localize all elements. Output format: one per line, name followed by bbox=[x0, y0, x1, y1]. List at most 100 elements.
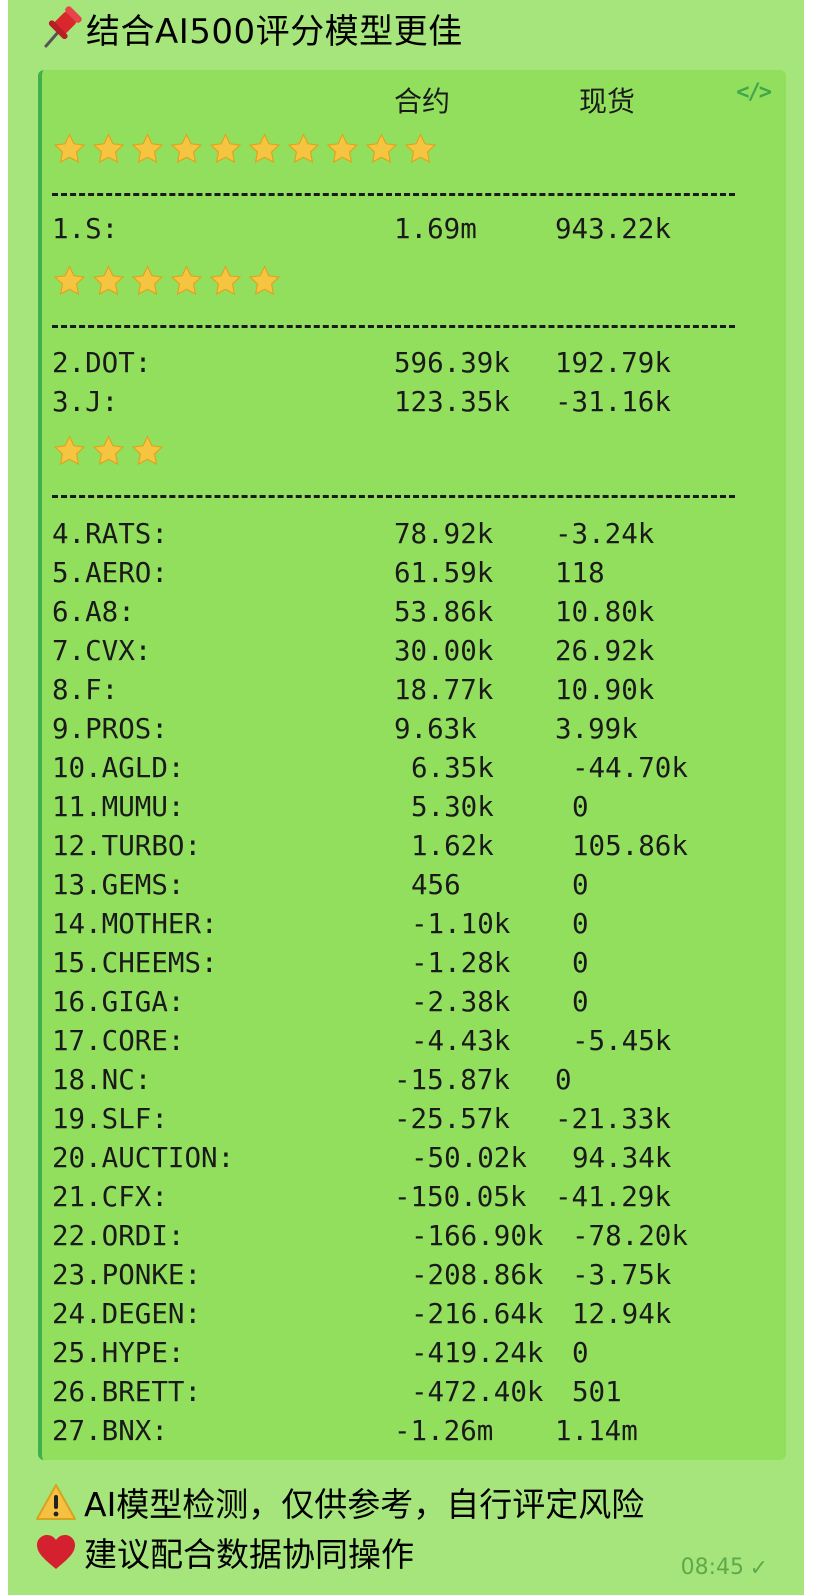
token-name: 19.SLF: bbox=[52, 1103, 168, 1135]
column-header-row: 合约 现货 bbox=[0, 80, 796, 120]
token-name: 6.A8: bbox=[52, 596, 135, 628]
pushpin-icon bbox=[38, 6, 84, 50]
futures-value: -419.24k bbox=[411, 1337, 544, 1369]
read-check-icon: ✓ bbox=[749, 1556, 768, 1581]
spot-value: -78.20k bbox=[572, 1220, 688, 1252]
token-name: 21.CFX: bbox=[52, 1181, 168, 1213]
spot-value: 10.90k bbox=[555, 674, 655, 706]
spot-value: 0 bbox=[572, 947, 589, 979]
token-name: 12.TURBO: bbox=[52, 830, 202, 862]
spot-value: 0 bbox=[572, 869, 589, 901]
star-icon bbox=[404, 133, 437, 164]
futures-value: 78.92k bbox=[394, 518, 494, 550]
star-rating bbox=[52, 264, 282, 298]
token-name: 18.NC: bbox=[52, 1064, 152, 1096]
star-icon bbox=[209, 265, 242, 296]
token-row: 19.SLF: -25.57k -21.33k bbox=[52, 1103, 752, 1141]
futures-value: -50.02k bbox=[411, 1142, 527, 1174]
spot-value: 105.86k bbox=[572, 830, 688, 862]
message-bubble[interactable]: 结合AI500评分模型更佳 </> 合约 现货 1.S: 1.69m 943.22k 2.… bbox=[8, 0, 804, 1595]
token-name: 11.MUMU: bbox=[52, 791, 185, 823]
futures-value: -150.05k bbox=[394, 1181, 527, 1213]
token-name: 7.CVX: bbox=[52, 635, 152, 667]
dashed-separator bbox=[52, 193, 735, 196]
spot-value: -3.24k bbox=[555, 518, 655, 550]
token-row: 7.CVX: 30.00k 26.92k bbox=[52, 635, 752, 673]
futures-value: -216.64k bbox=[411, 1298, 544, 1330]
star-icon bbox=[92, 435, 125, 466]
futures-value: 456 bbox=[411, 869, 461, 901]
token-name: 17.CORE: bbox=[52, 1025, 185, 1057]
token-name: 10.AGLD: bbox=[52, 752, 185, 784]
message-title: 结合AI500评分模型更佳 bbox=[38, 6, 463, 52]
futures-value: 30.00k bbox=[394, 635, 494, 667]
futures-value: 18.77k bbox=[394, 674, 494, 706]
token-row: 12.TURBO: 1.62k 105.86k bbox=[52, 830, 752, 868]
futures-value: -1.28k bbox=[411, 947, 511, 979]
token-name: 2.DOT: bbox=[52, 347, 152, 379]
token-row: 23.PONKE: -208.86k -3.75k bbox=[52, 1259, 752, 1297]
futures-value: -208.86k bbox=[411, 1259, 544, 1291]
spot-value: 10.80k bbox=[555, 596, 655, 628]
spot-value: 3.99k bbox=[555, 713, 638, 745]
spot-value: -31.16k bbox=[555, 386, 671, 418]
futures-value: -1.10k bbox=[411, 908, 511, 940]
futures-value: 1.69m bbox=[394, 213, 477, 245]
spot-value: 0 bbox=[555, 1064, 572, 1096]
token-row: 10.AGLD: 6.35k -44.70k bbox=[52, 752, 752, 790]
spot-value: 943.22k bbox=[555, 213, 671, 245]
token-row: 24.DEGEN: -216.64k 12.94k bbox=[52, 1298, 752, 1336]
star-icon bbox=[170, 133, 203, 164]
token-row: 22.ORDI: -166.90k -78.20k bbox=[52, 1220, 752, 1258]
star-icon bbox=[209, 133, 242, 164]
spot-value: 0 bbox=[572, 908, 589, 940]
star-icon bbox=[53, 133, 86, 164]
token-name: 23.PONKE: bbox=[52, 1259, 202, 1291]
footer-text: 建议配合数据协同操作 bbox=[84, 1535, 414, 1574]
footer-line: AI模型检测，仅供参考，自行评定风险 bbox=[34, 1478, 644, 1526]
dashed-separator bbox=[52, 325, 735, 328]
spot-value: -5.45k bbox=[572, 1025, 672, 1057]
token-row: 25.HYPE: -419.24k 0 bbox=[52, 1337, 752, 1375]
token-row: 16.GIGA: -2.38k 0 bbox=[52, 986, 752, 1024]
token-row: 13.GEMS: 456 0 bbox=[52, 869, 752, 907]
spot-value: 0 bbox=[572, 986, 589, 1018]
futures-value: -166.90k bbox=[411, 1220, 544, 1252]
token-row: 8.F: 18.77k 10.90k bbox=[52, 674, 752, 712]
token-name: 9.PROS: bbox=[52, 713, 168, 745]
code-block[interactable]: </> bbox=[38, 70, 786, 1460]
dashed-separator bbox=[52, 495, 735, 498]
warning-icon bbox=[36, 1484, 76, 1520]
token-name: 16.GIGA: bbox=[52, 986, 185, 1018]
token-name: 26.BRETT: bbox=[52, 1376, 202, 1408]
heart-icon bbox=[37, 1535, 75, 1569]
star-icon bbox=[131, 265, 164, 296]
token-row: 1.S: 1.69m 943.22k bbox=[52, 213, 752, 251]
token-row: 15.CHEEMS: -1.28k 0 bbox=[52, 947, 752, 985]
futures-value: 123.35k bbox=[394, 386, 510, 418]
token-row: 14.MOTHER: -1.10k 0 bbox=[52, 908, 752, 946]
futures-value: -25.57k bbox=[394, 1103, 510, 1135]
token-row: 4.RATS: 78.92k -3.24k bbox=[52, 518, 752, 556]
futures-value: -1.26m bbox=[394, 1415, 494, 1447]
star-icon bbox=[365, 133, 398, 164]
code-copy-icon[interactable]: </> bbox=[736, 80, 772, 105]
spot-value: 94.34k bbox=[572, 1142, 672, 1174]
token-name: 3.J: bbox=[52, 386, 119, 418]
star-icon bbox=[92, 265, 125, 296]
token-name: 1.S: bbox=[52, 213, 119, 245]
column-header-futures: 合约 bbox=[394, 85, 451, 118]
spot-value: 192.79k bbox=[555, 347, 671, 379]
futures-value: 5.30k bbox=[411, 791, 494, 823]
token-name: 14.MOTHER: bbox=[52, 908, 218, 940]
token-name: 25.HYPE: bbox=[52, 1337, 185, 1369]
token-row: 18.NC: -15.87k 0 bbox=[52, 1064, 752, 1102]
spot-value: 0 bbox=[572, 791, 589, 823]
token-row: 11.MUMU: 5.30k 0 bbox=[52, 791, 752, 829]
star-icon bbox=[248, 265, 281, 296]
token-row: 6.A8: 53.86k 10.80k bbox=[52, 596, 752, 634]
star-icon bbox=[53, 435, 86, 466]
futures-value: -15.87k bbox=[394, 1064, 510, 1096]
token-name: 13.GEMS: bbox=[52, 869, 185, 901]
token-row: 5.AERO: 61.59k 118 bbox=[52, 557, 752, 595]
